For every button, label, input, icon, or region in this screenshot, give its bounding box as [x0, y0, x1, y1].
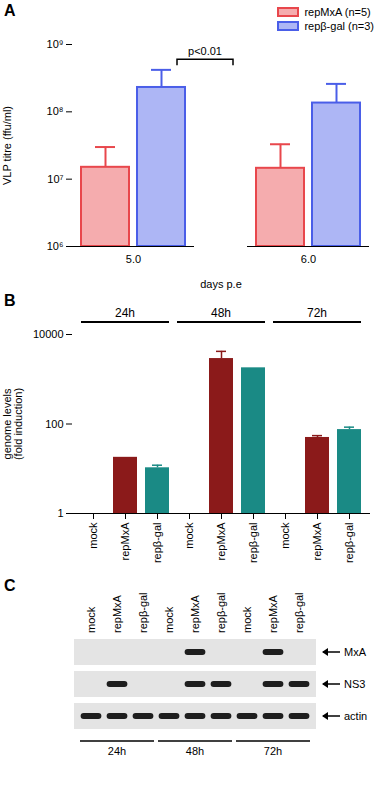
- svg-text:mock: mock: [241, 606, 253, 633]
- html-text:C: C: [4, 577, 16, 594]
- svg-text:mock: mock: [183, 522, 195, 549]
- svg-text:10⁸: 10⁸: [47, 105, 64, 117]
- svg-text:10⁷: 10⁷: [47, 173, 63, 185]
- html-text:B: B: [4, 292, 16, 309]
- svg-text:repβ-gal: repβ-gal: [137, 592, 149, 633]
- svg-text:NS3: NS3: [344, 678, 365, 690]
- svg-text:VLP titre (ffu/ml): VLP titre (ffu/ml): [1, 106, 13, 185]
- svg-text:10⁶: 10⁶: [47, 240, 64, 252]
- svg-text:48h: 48h: [186, 745, 204, 757]
- svg-text:repMxA: repMxA: [311, 522, 323, 561]
- svg-text:24h: 24h: [115, 306, 135, 320]
- svg-text:100: 100: [45, 418, 63, 430]
- svg-text:repβ-gal: repβ-gal: [247, 523, 259, 564]
- svg-text:repβ-gal: repβ-gal: [293, 592, 305, 633]
- svg-text:repMxA: repMxA: [267, 594, 279, 633]
- svg-text:48h: 48h: [211, 306, 231, 320]
- svg-text:mock: mock: [87, 522, 99, 549]
- svg-text:10000: 10000: [33, 328, 64, 340]
- svg-text:10⁹: 10⁹: [47, 38, 64, 50]
- html-text:repβ-gal (n=3): repβ-gal (n=3): [304, 20, 374, 32]
- svg-text:repβ-gal: repβ-gal: [343, 523, 355, 564]
- svg-text:72h: 72h: [264, 745, 282, 757]
- html-text:repMxA (n=5): repMxA (n=5): [304, 6, 371, 18]
- svg-text:p<0.01: p<0.01: [188, 45, 222, 57]
- svg-text:mock: mock: [85, 606, 97, 633]
- svg-text:MxA: MxA: [344, 646, 367, 658]
- svg-text:6.0: 6.0: [301, 253, 316, 265]
- svg-text:mock: mock: [163, 606, 175, 633]
- svg-text:repMxA: repMxA: [215, 522, 227, 561]
- svg-text:1: 1: [57, 507, 63, 519]
- svg-text:repMxA: repMxA: [111, 594, 123, 633]
- svg-text:repMxA: repMxA: [189, 594, 201, 633]
- svg-text:days p.e: days p.e: [200, 278, 242, 290]
- svg-text:5.0: 5.0: [126, 253, 141, 265]
- svg-text:mock: mock: [279, 522, 291, 549]
- svg-text:actin: actin: [344, 710, 367, 722]
- svg-text:genome levels(fold induction): genome levels(fold induction): [1, 388, 24, 460]
- svg-text:repβ-gal: repβ-gal: [215, 592, 227, 633]
- svg-text:repMxA: repMxA: [119, 522, 131, 561]
- svg-text:72h: 72h: [307, 306, 327, 320]
- html-text:A: A: [4, 2, 16, 19]
- svg-text:repβ-gal: repβ-gal: [151, 523, 163, 564]
- svg-text:24h: 24h: [108, 745, 126, 757]
